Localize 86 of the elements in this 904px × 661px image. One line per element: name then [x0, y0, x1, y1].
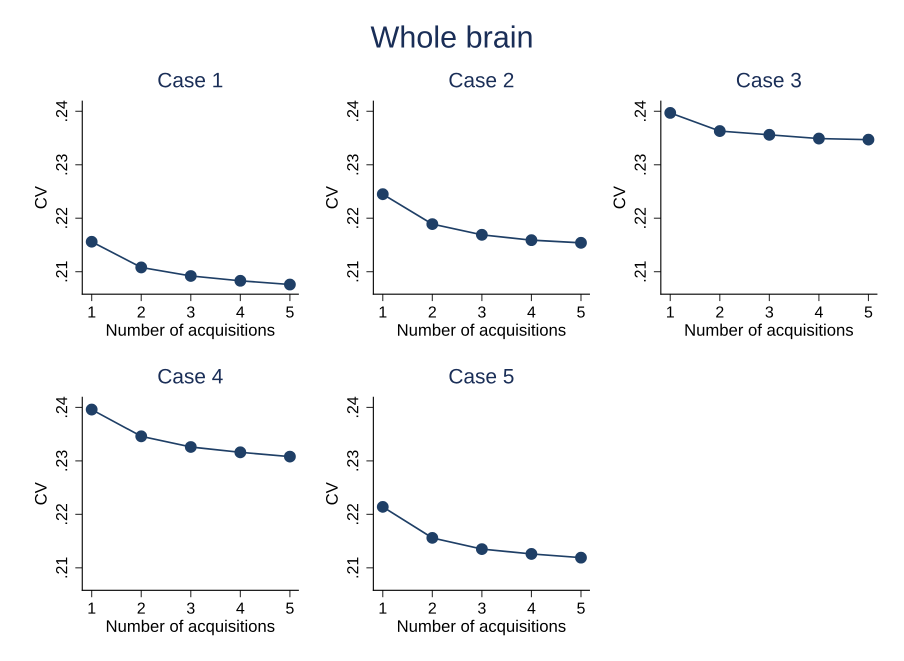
- chart-title: Case 1: [158, 72, 222, 88]
- point: [234, 274, 246, 287]
- x-tick-label: 1: [380, 602, 386, 614]
- point: [575, 552, 587, 564]
- y-tick-label: .22: [56, 208, 68, 228]
- point: [234, 446, 246, 458]
- point: [184, 441, 197, 453]
- x-axis-title: Number of acquisitions: [398, 324, 566, 340]
- x-tick-label: 2: [428, 602, 436, 614]
- y-tick-label: .21: [56, 557, 68, 578]
- point: [376, 500, 389, 513]
- point: [476, 543, 488, 556]
- point: [575, 236, 587, 249]
- y-tick-label: .24: [634, 100, 646, 121]
- x-axis-title: Number of acquisitions: [398, 620, 566, 636]
- y-tick-label: .21: [56, 261, 68, 282]
- y-tick-label: .22: [347, 504, 358, 524]
- x-tick-label: 5: [864, 306, 872, 318]
- x-tick-label: 5: [577, 602, 585, 614]
- x-tick-label: 5: [577, 306, 585, 318]
- y-tick-label: .21: [634, 261, 646, 282]
- x-tick-label: 4: [814, 306, 823, 318]
- x-axis-title: Number of acquisitions: [106, 324, 274, 340]
- x-axis-title: Number of acquisitions: [106, 620, 274, 636]
- y-axis-title: CV: [326, 482, 338, 504]
- x-tick-label: 2: [138, 306, 145, 318]
- y-axis-title: CV: [613, 186, 626, 208]
- x-tick-label: 4: [236, 306, 244, 318]
- x-tick-label: 3: [186, 306, 195, 318]
- y-axis-title: CV: [34, 482, 47, 504]
- x-tick-label: 3: [766, 306, 774, 318]
- y-tick-label: .23: [347, 450, 358, 471]
- chart-title: Case 3: [736, 72, 801, 88]
- x-axis-title: Number of acquisitions: [685, 324, 854, 340]
- point: [763, 128, 776, 141]
- point: [426, 218, 438, 230]
- x-tick-label: 1: [380, 306, 386, 318]
- chart-title: Case 5: [449, 368, 514, 384]
- y-tick-label: .24: [347, 396, 358, 418]
- x-tick-label: 1: [88, 306, 96, 318]
- y-axis-title: CV: [326, 186, 338, 208]
- x-tick-label: 5: [286, 602, 294, 614]
- chart-title: Case 2: [449, 72, 514, 88]
- y-tick-label: .24: [347, 100, 358, 121]
- point: [664, 106, 676, 119]
- point: [862, 134, 874, 146]
- point: [184, 270, 197, 282]
- x-tick-label: 1: [88, 602, 96, 614]
- y-axis-title: CV: [34, 186, 47, 208]
- point: [376, 188, 389, 200]
- x-tick-label: 1: [667, 306, 674, 318]
- x-tick-label: 2: [716, 306, 724, 318]
- point: [526, 234, 538, 246]
- x-tick-label: 3: [478, 306, 486, 318]
- y-tick-label: .23: [56, 450, 68, 471]
- x-tick-label: 5: [286, 306, 294, 318]
- chart-title: Case 4: [158, 368, 223, 384]
- x-tick-label: 4: [236, 602, 244, 614]
- y-tick-label: .24: [56, 100, 68, 121]
- x-tick-label: 3: [478, 602, 486, 614]
- y-tick-label: .21: [347, 557, 358, 578]
- text: Whole brain: [370, 25, 532, 48]
- x-tick-label: 4: [527, 306, 536, 318]
- y-tick-label: .21: [347, 261, 358, 282]
- point: [714, 125, 726, 137]
- point: [426, 532, 438, 544]
- point: [526, 548, 538, 560]
- x-tick-label: 3: [186, 602, 195, 614]
- y-tick-label: .23: [347, 154, 358, 174]
- y-tick-label: .23: [56, 154, 68, 174]
- y-tick-label: .22: [347, 208, 358, 228]
- point: [86, 236, 98, 248]
- x-tick-label: 4: [527, 602, 536, 614]
- y-tick-label: .24: [56, 396, 68, 418]
- y-tick-label: .23: [634, 154, 646, 174]
- x-tick-label: 2: [138, 602, 145, 614]
- point: [135, 430, 148, 442]
- point: [813, 132, 825, 144]
- y-tick-label: .22: [56, 504, 68, 524]
- point: [86, 404, 98, 416]
- point: [476, 228, 488, 241]
- x-tick-label: 2: [428, 306, 436, 318]
- point: [284, 278, 296, 290]
- point: [135, 262, 148, 274]
- point: [284, 450, 296, 463]
- y-tick-label: .22: [634, 208, 646, 228]
